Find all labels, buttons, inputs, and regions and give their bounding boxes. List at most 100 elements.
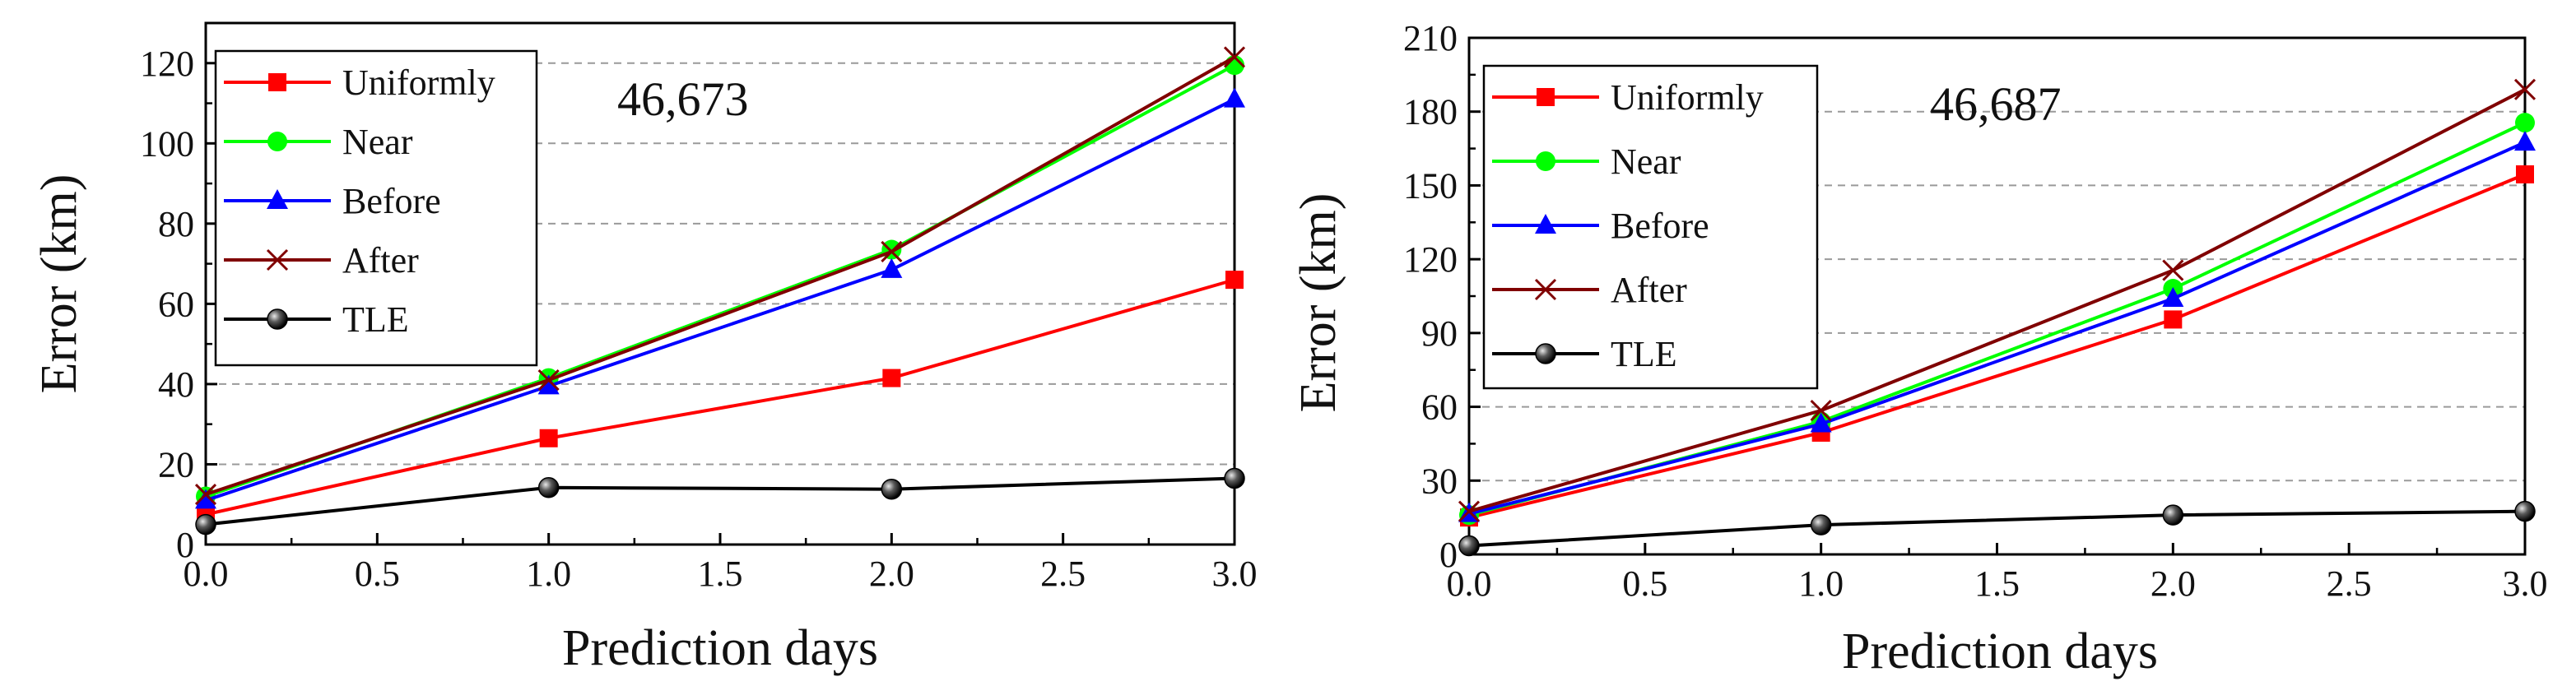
y-tick-label: 60 (158, 284, 194, 324)
legend-label-before: Before (342, 181, 441, 221)
x-tick-label: 0.5 (1622, 563, 1667, 604)
y-axis-label: Error (km) (31, 174, 87, 394)
data-point-tle (881, 478, 903, 500)
legend-marker-before (1535, 214, 1556, 234)
data-point-tle (537, 476, 560, 498)
legend-label-tle: TLE (342, 299, 409, 340)
legend-marker-before (267, 189, 288, 209)
marker-stroke (2162, 259, 2184, 281)
x-tick-label: 2.0 (869, 554, 914, 594)
y-tick-label: 150 (1403, 165, 1458, 206)
x-tick-label: 2.5 (2327, 563, 2372, 604)
y-tick-label: 120 (1403, 239, 1458, 280)
chart-46673: 0 20 40 60 80 100 120 0.0 0.5 1.0 1.5 2.0 2.5 3.0 Uni… (31, 21, 1258, 676)
data-point-before (195, 489, 216, 509)
data-point-tle (1458, 535, 1480, 557)
data-point-after (1223, 46, 1246, 68)
x-tick-label: 0.0 (184, 554, 229, 594)
series-line-after (1468, 88, 2526, 513)
y-tick-label: 0 (176, 525, 194, 565)
series-line-before (205, 97, 1235, 503)
y-tick-label: 210 (1403, 18, 1458, 58)
data-point-after (881, 240, 903, 263)
series-layer (1458, 78, 2536, 557)
data-point-near (881, 239, 902, 260)
legend-marker-after (1534, 278, 1557, 301)
y-tick-label: 120 (140, 44, 194, 84)
y-tick-label: 30 (1421, 461, 1458, 501)
legend-marker-uniformly (1537, 88, 1555, 106)
data-point-near (2515, 113, 2535, 133)
marker-stroke (266, 248, 289, 271)
data-point-before (537, 374, 560, 395)
data-point-before (881, 257, 903, 278)
series-line-tle (1468, 509, 2526, 548)
y-tick-label: 90 (1421, 313, 1458, 354)
data-point-before (2162, 286, 2184, 307)
satellite-annotation: 46,673 (617, 72, 749, 126)
legend-label-after: After (1611, 270, 1687, 310)
y-tick-label: 40 (158, 364, 194, 405)
y-tick-label: 80 (158, 204, 194, 244)
marker-stroke (1810, 399, 1832, 422)
x-tick-label: 1.5 (1974, 563, 2020, 604)
y-tick-label: 20 (158, 444, 194, 484)
legend-marker-after (266, 248, 289, 271)
legend-marker-near (1536, 151, 1555, 171)
x-axis-label: Prediction days (1842, 624, 2158, 679)
satellite-annotation: 46,687 (1930, 77, 2062, 131)
legend: Uniformly Near Before After TLE (214, 49, 538, 367)
marker-stroke (1223, 46, 1246, 68)
x-tick-label: 2.0 (2151, 563, 2196, 604)
series-line-before (1468, 141, 2526, 516)
legend-label-uniformly: Uniformly (342, 63, 495, 103)
marker-stroke (2513, 78, 2536, 100)
legend-label-near: Near (342, 122, 413, 162)
series-line-after (205, 55, 1235, 496)
legend-label-before: Before (1611, 206, 1709, 246)
data-point-tle (2162, 504, 2184, 526)
chart-46687: 0 30 60 90 120 150 180 210 0.0 0.5 1.0 1.5 2.0 2.5 3.0… (1290, 18, 2548, 679)
data-point-tle (1810, 514, 1832, 535)
x-tick-label: 3.0 (1212, 554, 1258, 594)
data-point-uniformly (539, 429, 558, 447)
data-point-before (1224, 87, 1245, 108)
data-point-before (2514, 131, 2536, 151)
legend: Uniformly Near Before After TLE (1482, 64, 1819, 390)
marker-stroke (537, 369, 560, 392)
x-tick-label: 0.0 (1447, 563, 1492, 604)
data-point-tle (195, 513, 216, 535)
y-tick-label: 100 (140, 123, 194, 164)
data-point-after (1810, 399, 1832, 422)
legend-marker-tle (1535, 343, 1556, 364)
marker-stroke (1458, 500, 1481, 522)
x-tick-label: 1.0 (526, 554, 571, 594)
x-tick-label: 3.0 (2503, 563, 2548, 604)
x-axis-label: Prediction days (562, 620, 878, 676)
legend-marker-tle (267, 308, 288, 330)
series-line-uniformly (205, 278, 1235, 517)
marker-stroke (194, 483, 217, 506)
data-point-tle (2514, 500, 2536, 522)
legend-label-near: Near (1611, 141, 1681, 182)
x-tick-label: 1.5 (698, 554, 743, 594)
legend-marker-uniformly (268, 73, 286, 91)
series-layer (194, 46, 1246, 535)
marker-stroke (1534, 278, 1557, 301)
marker-stroke (881, 240, 903, 263)
data-point-after (537, 369, 560, 392)
x-tick-label: 2.5 (1040, 554, 1086, 594)
data-point-after (2513, 78, 2536, 100)
y-tick-label: 0 (1439, 535, 1458, 575)
series-line-uniformly (1468, 173, 2526, 520)
data-point-uniformly (1225, 271, 1244, 290)
legend-label-tle: TLE (1611, 334, 1677, 374)
data-point-after (1458, 500, 1481, 522)
legend-label-after: After (342, 240, 419, 280)
axes: 0 30 60 90 120 150 180 210 0.0 0.5 1.0 1.5 2.0 2.5 3.0 (1403, 18, 2548, 604)
data-point-uniformly (2164, 310, 2183, 329)
series-line-tle (205, 476, 1235, 526)
x-tick-label: 0.5 (355, 554, 400, 594)
y-axis-label: Error (km) (1290, 193, 1346, 413)
